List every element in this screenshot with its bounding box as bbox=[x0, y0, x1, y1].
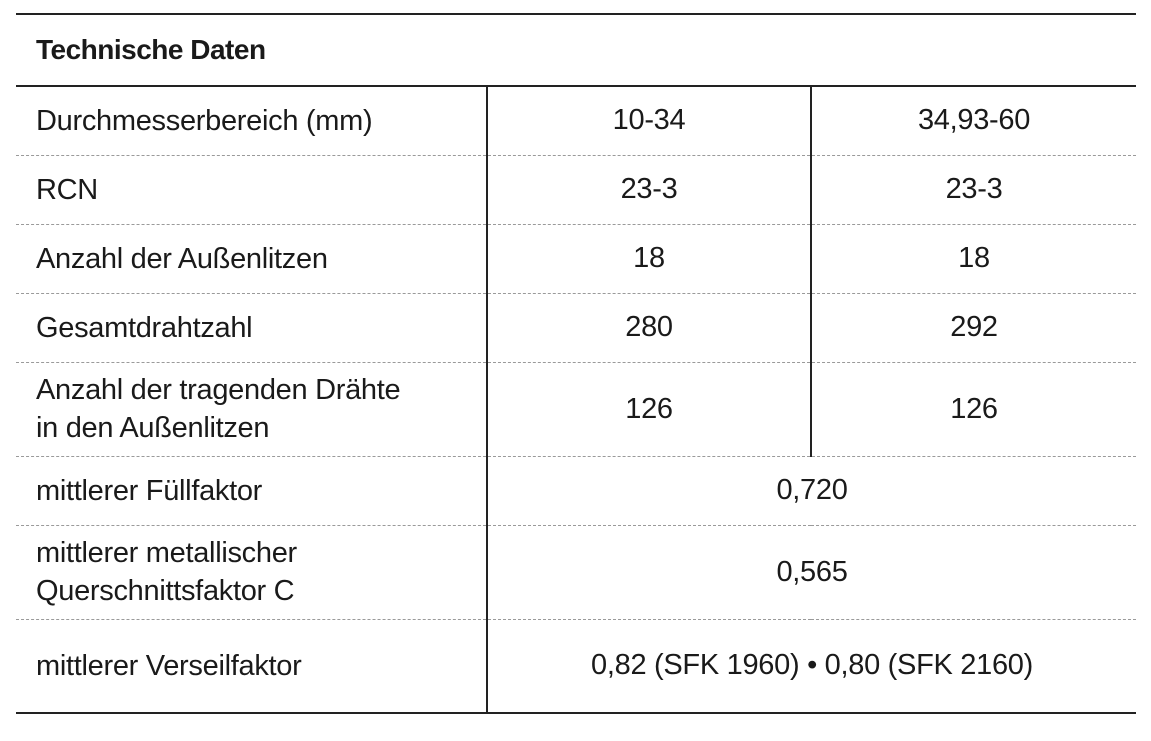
row-value: 23-3 bbox=[487, 155, 812, 225]
row-value: 292 bbox=[811, 293, 1136, 363]
table-title: Technische Daten bbox=[16, 13, 1136, 87]
table-row: Anzahl der tragenden Drähte in den Außen… bbox=[16, 362, 1136, 457]
table-row: RCN 23-3 23-3 bbox=[16, 155, 1136, 225]
technical-data-table: Technische Daten Durchmesserbereich (mm)… bbox=[16, 13, 1136, 714]
row-label-line: Querschnittsfaktor C bbox=[36, 575, 295, 607]
table-row: mittlerer Füllfaktor 0,720 bbox=[16, 456, 1136, 526]
table-row: mittlerer Verseilfaktor 0,82 (SFK 1960) … bbox=[16, 619, 1136, 714]
row-value: 34,93-60 bbox=[811, 86, 1136, 156]
row-value: 280 bbox=[487, 293, 812, 363]
row-label: mittlerer metallischer Querschnittsfakto… bbox=[16, 525, 488, 620]
row-label-line: Anzahl der tragenden Drähte bbox=[36, 374, 401, 406]
row-value: 10-34 bbox=[487, 86, 812, 156]
row-value-merged: 0,82 (SFK 1960) • 0,80 (SFK 2160) bbox=[487, 619, 1136, 714]
table-row: Durchmesserbereich (mm) 10-34 34,93-60 bbox=[16, 86, 1136, 156]
table-row: Anzahl der Außenlitzen 18 18 bbox=[16, 224, 1136, 294]
row-label-line: mittlerer metallischer bbox=[36, 537, 297, 569]
row-value-merged: 0,565 bbox=[487, 525, 1136, 620]
row-label: RCN bbox=[16, 155, 488, 225]
table-row: Gesamtdrahtzahl 280 292 bbox=[16, 293, 1136, 363]
row-value: 126 bbox=[487, 362, 812, 457]
row-label: Gesamtdrahtzahl bbox=[16, 293, 488, 363]
row-value: 18 bbox=[811, 224, 1136, 294]
row-value: 23-3 bbox=[811, 155, 1136, 225]
row-value-merged: 0,720 bbox=[487, 456, 1136, 526]
row-value: 126 bbox=[811, 362, 1136, 457]
row-label-line: in den Außenlitzen bbox=[36, 412, 270, 444]
row-value: 18 bbox=[487, 224, 812, 294]
row-label: mittlerer Verseilfaktor bbox=[16, 619, 488, 714]
row-label: Anzahl der Außenlitzen bbox=[16, 224, 488, 294]
table-row: mittlerer metallischer Querschnittsfakto… bbox=[16, 525, 1136, 620]
row-label: mittlerer Füllfaktor bbox=[16, 456, 488, 526]
row-label: Anzahl der tragenden Drähte in den Außen… bbox=[16, 362, 488, 457]
table-title-row: Technische Daten bbox=[16, 13, 1136, 87]
row-label: Durchmesserbereich (mm) bbox=[16, 86, 488, 156]
